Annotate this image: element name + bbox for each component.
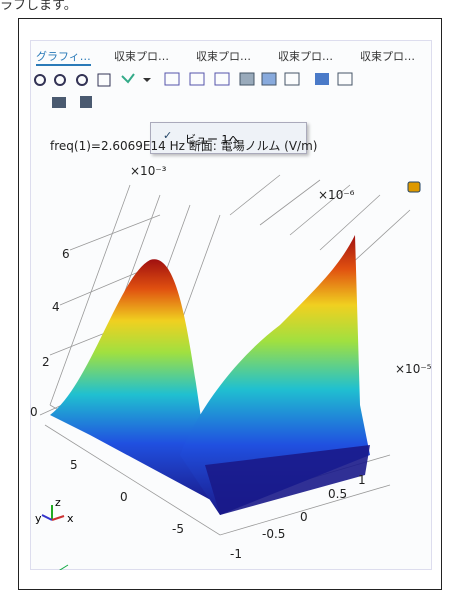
- scale-label: ×10⁻³: [130, 164, 167, 178]
- toolbar-icons[interactable]: [34, 72, 353, 108]
- tab[interactable]: 収束プロ…: [196, 50, 251, 63]
- triad-label: x: [67, 512, 74, 525]
- y-tick-label: 0.5: [328, 487, 348, 501]
- surface: [180, 235, 370, 515]
- toolbar: [34, 72, 353, 108]
- x-tick-label: -5: [172, 522, 184, 536]
- menu-item[interactable]: ビュー 1へ: [185, 133, 240, 146]
- y-tick-label: 1: [358, 473, 366, 487]
- z-tick-label: 0: [30, 405, 38, 419]
- frame: [18, 18, 442, 590]
- surface: [50, 259, 220, 505]
- scale-label: ×10⁻⁵: [395, 362, 432, 376]
- caption: ラフします。: [0, 0, 77, 13]
- y-tick-label: -0.5: [262, 527, 286, 541]
- triad-label: y: [35, 512, 42, 525]
- context-menu: ✓ ビュー 1へ: [150, 122, 307, 154]
- x-tick-label: 5: [70, 458, 78, 472]
- scale-label: ×10⁻⁶: [318, 188, 355, 202]
- x-tick-label: 0: [120, 490, 128, 504]
- icon[interactable]: [407, 181, 421, 193]
- tab[interactable]: 収束プロ…: [360, 50, 415, 63]
- z-tick-label: 6: [62, 247, 70, 261]
- check: ✓: [163, 129, 173, 142]
- tab[interactable]: 収束プロ…: [114, 50, 169, 63]
- tab[interactable]: グラフィ…: [36, 48, 91, 66]
- y-tick-label: -1: [230, 547, 242, 561]
- z-tick-label: 4: [52, 300, 60, 314]
- triad-label: z: [55, 496, 61, 509]
- z-tick-label: 2: [42, 355, 50, 369]
- surface-base: [205, 445, 370, 515]
- plot: [39, 174, 421, 570]
- plot-title: freq(1)=2.6069E14 Hz 断面: 電場ノルム (V/m): [50, 139, 318, 153]
- tab[interactable]: 収束プロ…: [278, 50, 333, 63]
- axis-triad: [41, 505, 65, 521]
- y-tick-label: 0: [300, 510, 308, 524]
